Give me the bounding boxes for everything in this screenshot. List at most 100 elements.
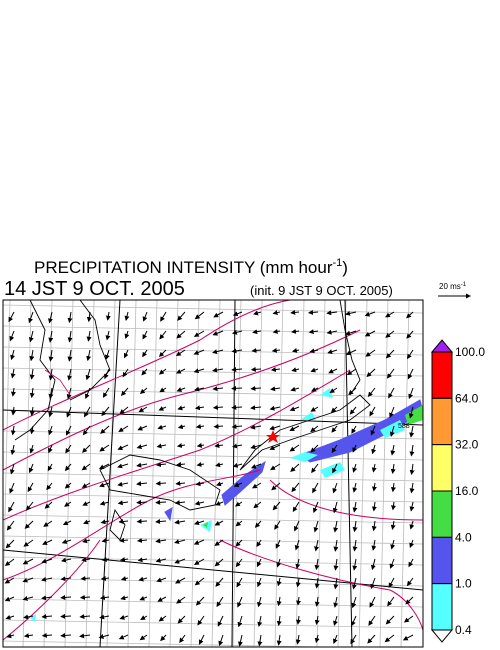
wind-arrow bbox=[214, 443, 224, 449]
wind-arrow bbox=[352, 520, 358, 533]
wind-arrow bbox=[310, 444, 319, 453]
wind-arrow bbox=[409, 501, 415, 512]
wind-arrow bbox=[60, 594, 72, 600]
wind-arrow bbox=[329, 387, 338, 394]
wind-arrow bbox=[8, 501, 15, 513]
grid-line bbox=[3, 640, 340, 647]
wind-arrow bbox=[138, 406, 148, 413]
wind-arrow bbox=[351, 425, 357, 434]
colorbar-segment bbox=[431, 583, 453, 631]
wind-arrow bbox=[86, 349, 92, 362]
wind-arrow bbox=[388, 387, 395, 399]
wind-arrow bbox=[272, 328, 281, 334]
wind-arrow bbox=[250, 424, 262, 430]
title-text: PRECIPITATION INTENSITY (mm hour bbox=[34, 258, 333, 277]
wind-arrow bbox=[118, 519, 129, 524]
grid-line bbox=[3, 493, 423, 503]
wind-arrow bbox=[289, 444, 300, 452]
wind-arrow bbox=[351, 615, 357, 627]
wind-arrow bbox=[308, 329, 319, 335]
wind-arrow bbox=[290, 309, 300, 315]
wind-arrow bbox=[194, 520, 205, 526]
wind-arrow bbox=[371, 520, 377, 532]
wind-arrow bbox=[195, 481, 205, 487]
grid-line bbox=[295, 300, 305, 647]
wind-arrow bbox=[196, 462, 205, 467]
wind-arrow bbox=[99, 482, 110, 488]
wind-arrow bbox=[310, 406, 319, 412]
wind-arrow bbox=[136, 481, 148, 487]
wind-arrow bbox=[29, 444, 35, 454]
wind-arrow bbox=[402, 634, 414, 641]
frame-lines bbox=[3, 300, 423, 647]
wind-arrow bbox=[60, 613, 72, 619]
grid-line bbox=[358, 300, 368, 647]
grid-line bbox=[337, 300, 347, 647]
wind-arrow bbox=[250, 366, 262, 372]
wind-arrow bbox=[48, 425, 53, 436]
wind-arrow bbox=[352, 501, 358, 513]
colorbar-label: 16.0 bbox=[455, 484, 479, 498]
wind-arrow bbox=[83, 519, 91, 525]
wind-arrow bbox=[193, 368, 205, 374]
wind-arrow bbox=[48, 330, 54, 343]
wind-arrow bbox=[352, 539, 358, 552]
wind-arrow bbox=[48, 311, 53, 324]
wind-arrow bbox=[371, 444, 377, 455]
wind-arrow bbox=[235, 520, 243, 527]
wind-arrow bbox=[10, 425, 16, 436]
wind-arrow bbox=[215, 577, 224, 587]
grid-line bbox=[3, 304, 423, 314]
wind-arrow bbox=[294, 520, 300, 532]
wind-arrow bbox=[82, 501, 91, 506]
wind-arrow bbox=[390, 444, 396, 456]
wind-arrow bbox=[250, 405, 262, 411]
wind-arrow bbox=[157, 596, 167, 602]
wind-arrow bbox=[311, 463, 319, 474]
wind-arrow bbox=[364, 330, 376, 337]
wind-arrow bbox=[390, 539, 396, 550]
wind-arrow bbox=[28, 463, 34, 474]
wind-arrow bbox=[390, 463, 396, 475]
wind-arrow bbox=[23, 633, 34, 639]
title-suffix: ) bbox=[342, 258, 348, 277]
wind-arrow bbox=[405, 596, 414, 605]
colorbar-label: 1.0 bbox=[455, 577, 472, 591]
wind-arrow bbox=[62, 520, 72, 526]
colorbar-segment bbox=[431, 536, 453, 585]
wind-arrow bbox=[117, 481, 129, 487]
wind-arrow bbox=[231, 404, 243, 410]
wind-arrow bbox=[231, 329, 243, 335]
wind-arrow bbox=[8, 311, 15, 323]
wind-arrow bbox=[124, 330, 130, 339]
wind-arrow bbox=[105, 330, 111, 341]
wind-arrow bbox=[155, 462, 167, 468]
wind-arrow bbox=[292, 501, 300, 513]
wind-arrow bbox=[294, 539, 300, 551]
wind-arrow bbox=[371, 539, 377, 551]
wind-arrow bbox=[117, 463, 129, 469]
wind-arrow bbox=[176, 596, 186, 604]
wind-arrow bbox=[10, 349, 15, 361]
wind-arrow bbox=[385, 311, 395, 318]
wind-arrow bbox=[253, 310, 262, 316]
wind-arrow bbox=[120, 387, 129, 396]
title-exponent: -1 bbox=[332, 257, 342, 269]
wind-arrow bbox=[101, 538, 110, 543]
wind-arrow bbox=[79, 614, 91, 620]
grid-line bbox=[3, 388, 423, 398]
wind-arrow bbox=[270, 463, 281, 471]
wind-arrow bbox=[252, 329, 262, 335]
wind-arrow bbox=[29, 349, 35, 362]
colorbar: 100.0 64.0 32.0 16.0 4.0 1.0 0.4 bbox=[430, 339, 485, 643]
wind-arrow bbox=[81, 463, 91, 471]
wind-arrow bbox=[250, 463, 262, 469]
wind-arrow bbox=[390, 482, 396, 493]
wind-arrow bbox=[160, 311, 167, 322]
wind-arrow bbox=[352, 482, 358, 493]
wind-arrow bbox=[193, 349, 205, 355]
wind-arrow bbox=[215, 501, 224, 506]
wind-arrow bbox=[137, 425, 148, 431]
wind-arrow bbox=[215, 462, 224, 468]
wind-arrow bbox=[237, 615, 243, 628]
